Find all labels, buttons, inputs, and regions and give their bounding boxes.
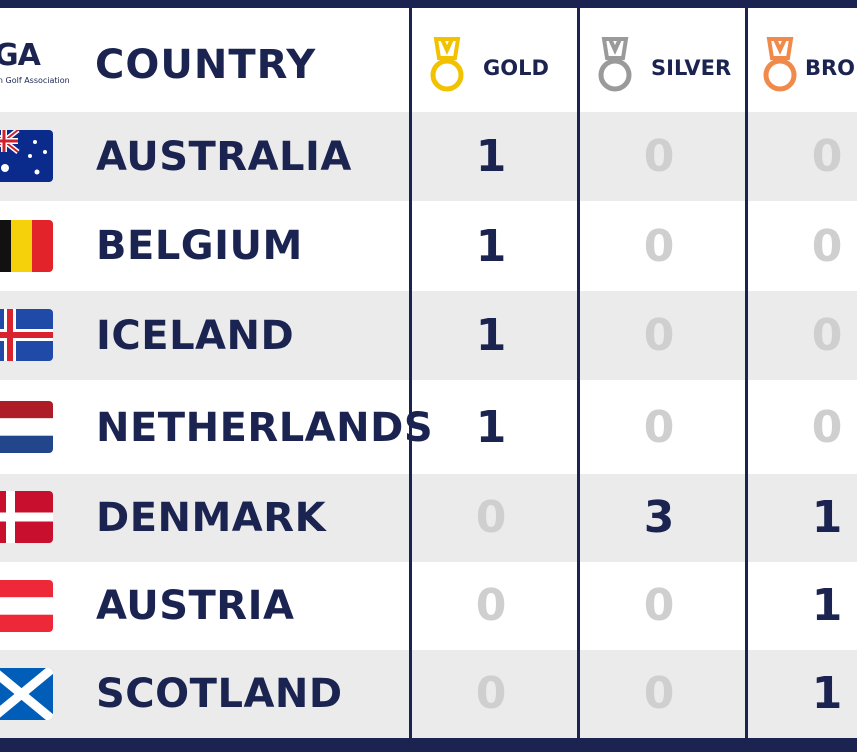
silver-medal-icon bbox=[598, 37, 632, 92]
country-name: AUSTRALIA bbox=[96, 134, 352, 180]
bronze-count: 1 bbox=[811, 492, 843, 543]
silver-count: 0 bbox=[643, 668, 675, 719]
gold-medal-icon bbox=[430, 37, 464, 92]
silver-label: SILVER bbox=[651, 56, 732, 80]
silver-count: 0 bbox=[643, 580, 675, 631]
table-row: BELGIUM 1 0 0 bbox=[0, 201, 857, 291]
bronze-count: 0 bbox=[811, 402, 843, 453]
column-divider bbox=[577, 8, 580, 738]
table-row: AUSTRIA 0 0 1 bbox=[0, 562, 857, 650]
netherlands-flag-icon bbox=[0, 401, 53, 453]
scotland-flag-icon bbox=[0, 668, 53, 720]
country-name: NETHERLANDS bbox=[96, 405, 434, 451]
country-column-header: COUNTRY bbox=[95, 42, 317, 88]
silver-count: 0 bbox=[643, 402, 675, 453]
table-header: GA an Golf Association COUNTRY GOLD SI bbox=[0, 8, 857, 112]
belgium-flag-icon bbox=[0, 220, 53, 272]
logo-mark: GA bbox=[0, 38, 41, 73]
country-name: SCOTLAND bbox=[96, 671, 343, 717]
country-name: DENMARK bbox=[96, 495, 327, 541]
iceland-flag-icon bbox=[0, 309, 53, 361]
bronze-count: 0 bbox=[811, 221, 843, 272]
denmark-flag-icon bbox=[0, 491, 53, 543]
logo-subtitle: an Golf Association bbox=[0, 76, 70, 85]
gold-count: 0 bbox=[475, 580, 507, 631]
gold-count: 1 bbox=[475, 310, 507, 361]
bronze-label: BRO bbox=[805, 56, 856, 80]
medal-table: GA an Golf Association COUNTRY GOLD SI bbox=[0, 8, 857, 738]
column-divider bbox=[745, 8, 748, 738]
australia-flag-icon bbox=[0, 130, 53, 182]
table-row: SCOTLAND 0 0 1 bbox=[0, 650, 857, 738]
table-row: ICELAND 1 0 0 bbox=[0, 291, 857, 380]
table-row: AUSTRALIA 1 0 0 bbox=[0, 112, 857, 201]
bronze-medal-icon bbox=[763, 37, 797, 92]
table-row: NETHERLANDS 1 0 0 bbox=[0, 380, 857, 474]
country-name: ICELAND bbox=[96, 313, 295, 359]
bronze-count: 1 bbox=[811, 580, 843, 631]
gold-label: GOLD bbox=[483, 56, 549, 80]
silver-column-header: SILVER bbox=[579, 8, 747, 112]
gold-count: 1 bbox=[475, 131, 507, 182]
country-name: BELGIUM bbox=[96, 223, 303, 269]
gold-column-header: GOLD bbox=[411, 8, 579, 112]
silver-count: 0 bbox=[643, 310, 675, 361]
silver-count: 3 bbox=[643, 492, 675, 543]
gold-count: 0 bbox=[475, 492, 507, 543]
gold-count: 1 bbox=[475, 402, 507, 453]
column-divider bbox=[409, 8, 412, 738]
bronze-count: 1 bbox=[811, 668, 843, 719]
silver-count: 0 bbox=[643, 131, 675, 182]
country-name: AUSTRIA bbox=[96, 583, 295, 629]
bronze-count: 0 bbox=[811, 131, 843, 182]
gold-count: 0 bbox=[475, 668, 507, 719]
bronze-count: 0 bbox=[811, 310, 843, 361]
austria-flag-icon bbox=[0, 580, 53, 632]
table-row: DENMARK 0 3 1 bbox=[0, 474, 857, 562]
gold-count: 1 bbox=[475, 221, 507, 272]
bronze-column-header: BRO bbox=[747, 8, 857, 112]
silver-count: 0 bbox=[643, 221, 675, 272]
association-logo: GA an Golf Association bbox=[0, 38, 70, 92]
